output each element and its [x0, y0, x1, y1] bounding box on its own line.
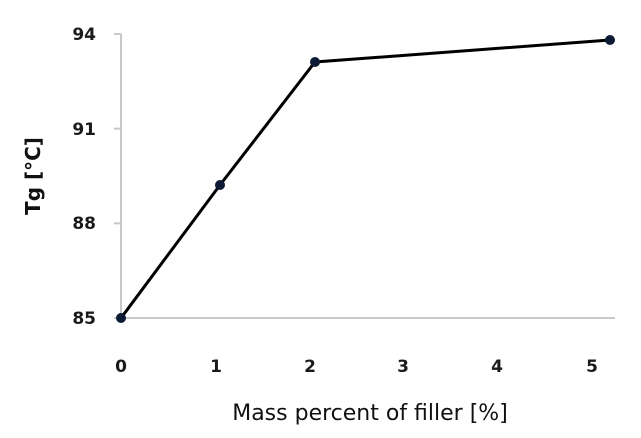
y-tick-label: 94	[72, 25, 96, 45]
x-tick-label: 5	[586, 357, 598, 377]
x-tick-label: 2	[304, 357, 316, 377]
y-tick-label: 85	[72, 309, 96, 329]
data-point	[310, 57, 320, 67]
x-tick-label: 0	[115, 357, 127, 377]
x-tick-label: 1	[210, 357, 222, 377]
data-point	[605, 35, 615, 45]
x-tick-label: 4	[491, 357, 503, 377]
data-point	[116, 313, 126, 323]
x-tick-label: 3	[397, 357, 409, 377]
x-axis-title: Mass percent of filler [%]	[232, 401, 508, 426]
y-axis-title: Tg [°C]	[21, 137, 45, 215]
series-line-tg	[119, 38, 611, 319]
y-tick-label: 88	[72, 214, 96, 234]
y-tick-label: 91	[72, 120, 96, 140]
data-point	[215, 180, 225, 190]
